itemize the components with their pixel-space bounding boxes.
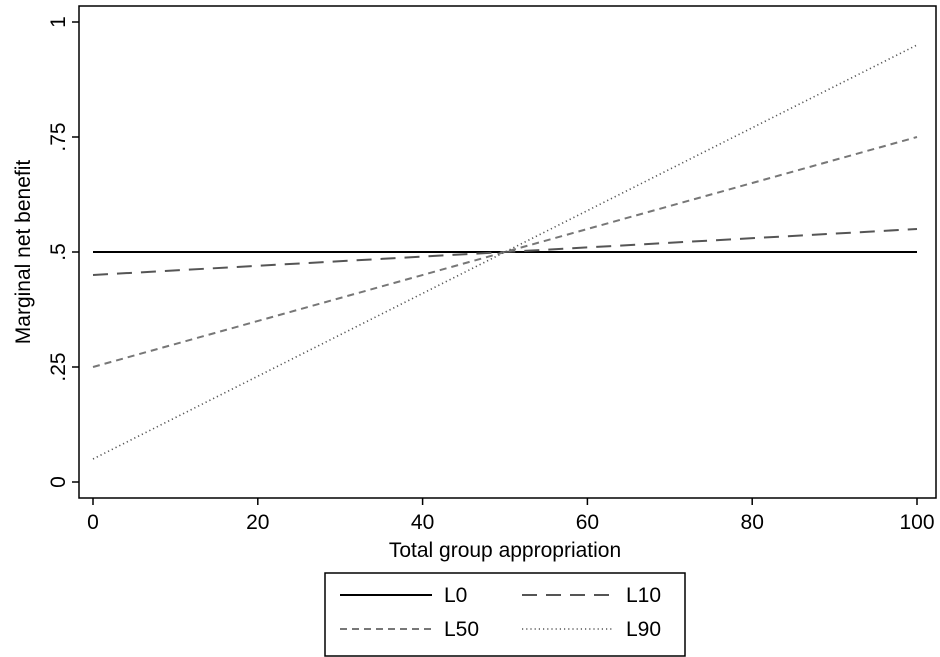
x-tick-label: 60: [576, 511, 599, 534]
y-tick-label: .75: [47, 122, 70, 151]
x-tick-label: 100: [899, 511, 934, 534]
legend: L0 L10 L50 L90: [324, 572, 686, 657]
y-axis: 0 .25 .5 .75 1: [47, 16, 79, 488]
x-tick-label: 0: [87, 511, 99, 534]
y-tick-label: 0: [47, 476, 70, 488]
x-tick-label: 40: [411, 511, 434, 534]
y-tick-label: .25: [47, 352, 70, 381]
y-axis-title: Marginal net benefit: [12, 160, 35, 345]
x-tick-label: 80: [741, 511, 764, 534]
series-line-l50: [92, 136, 918, 368]
series-layer: [92, 44, 918, 460]
series-line-l10: [92, 228, 918, 276]
legend-label-l50: L50: [444, 618, 479, 641]
legend-label-l90: L90: [626, 618, 661, 641]
x-tick-label: 20: [246, 511, 269, 534]
y-tick-label: 1: [47, 16, 70, 28]
legend-label-l0: L0: [444, 584, 467, 607]
x-axis-title: Total group appropriation: [389, 539, 621, 562]
x-axis: 0 20 40 60 80 100: [87, 498, 935, 534]
legend-label-l10: L10: [626, 584, 661, 607]
y-tick-label: .5: [47, 243, 70, 261]
legend-box: [324, 572, 686, 657]
